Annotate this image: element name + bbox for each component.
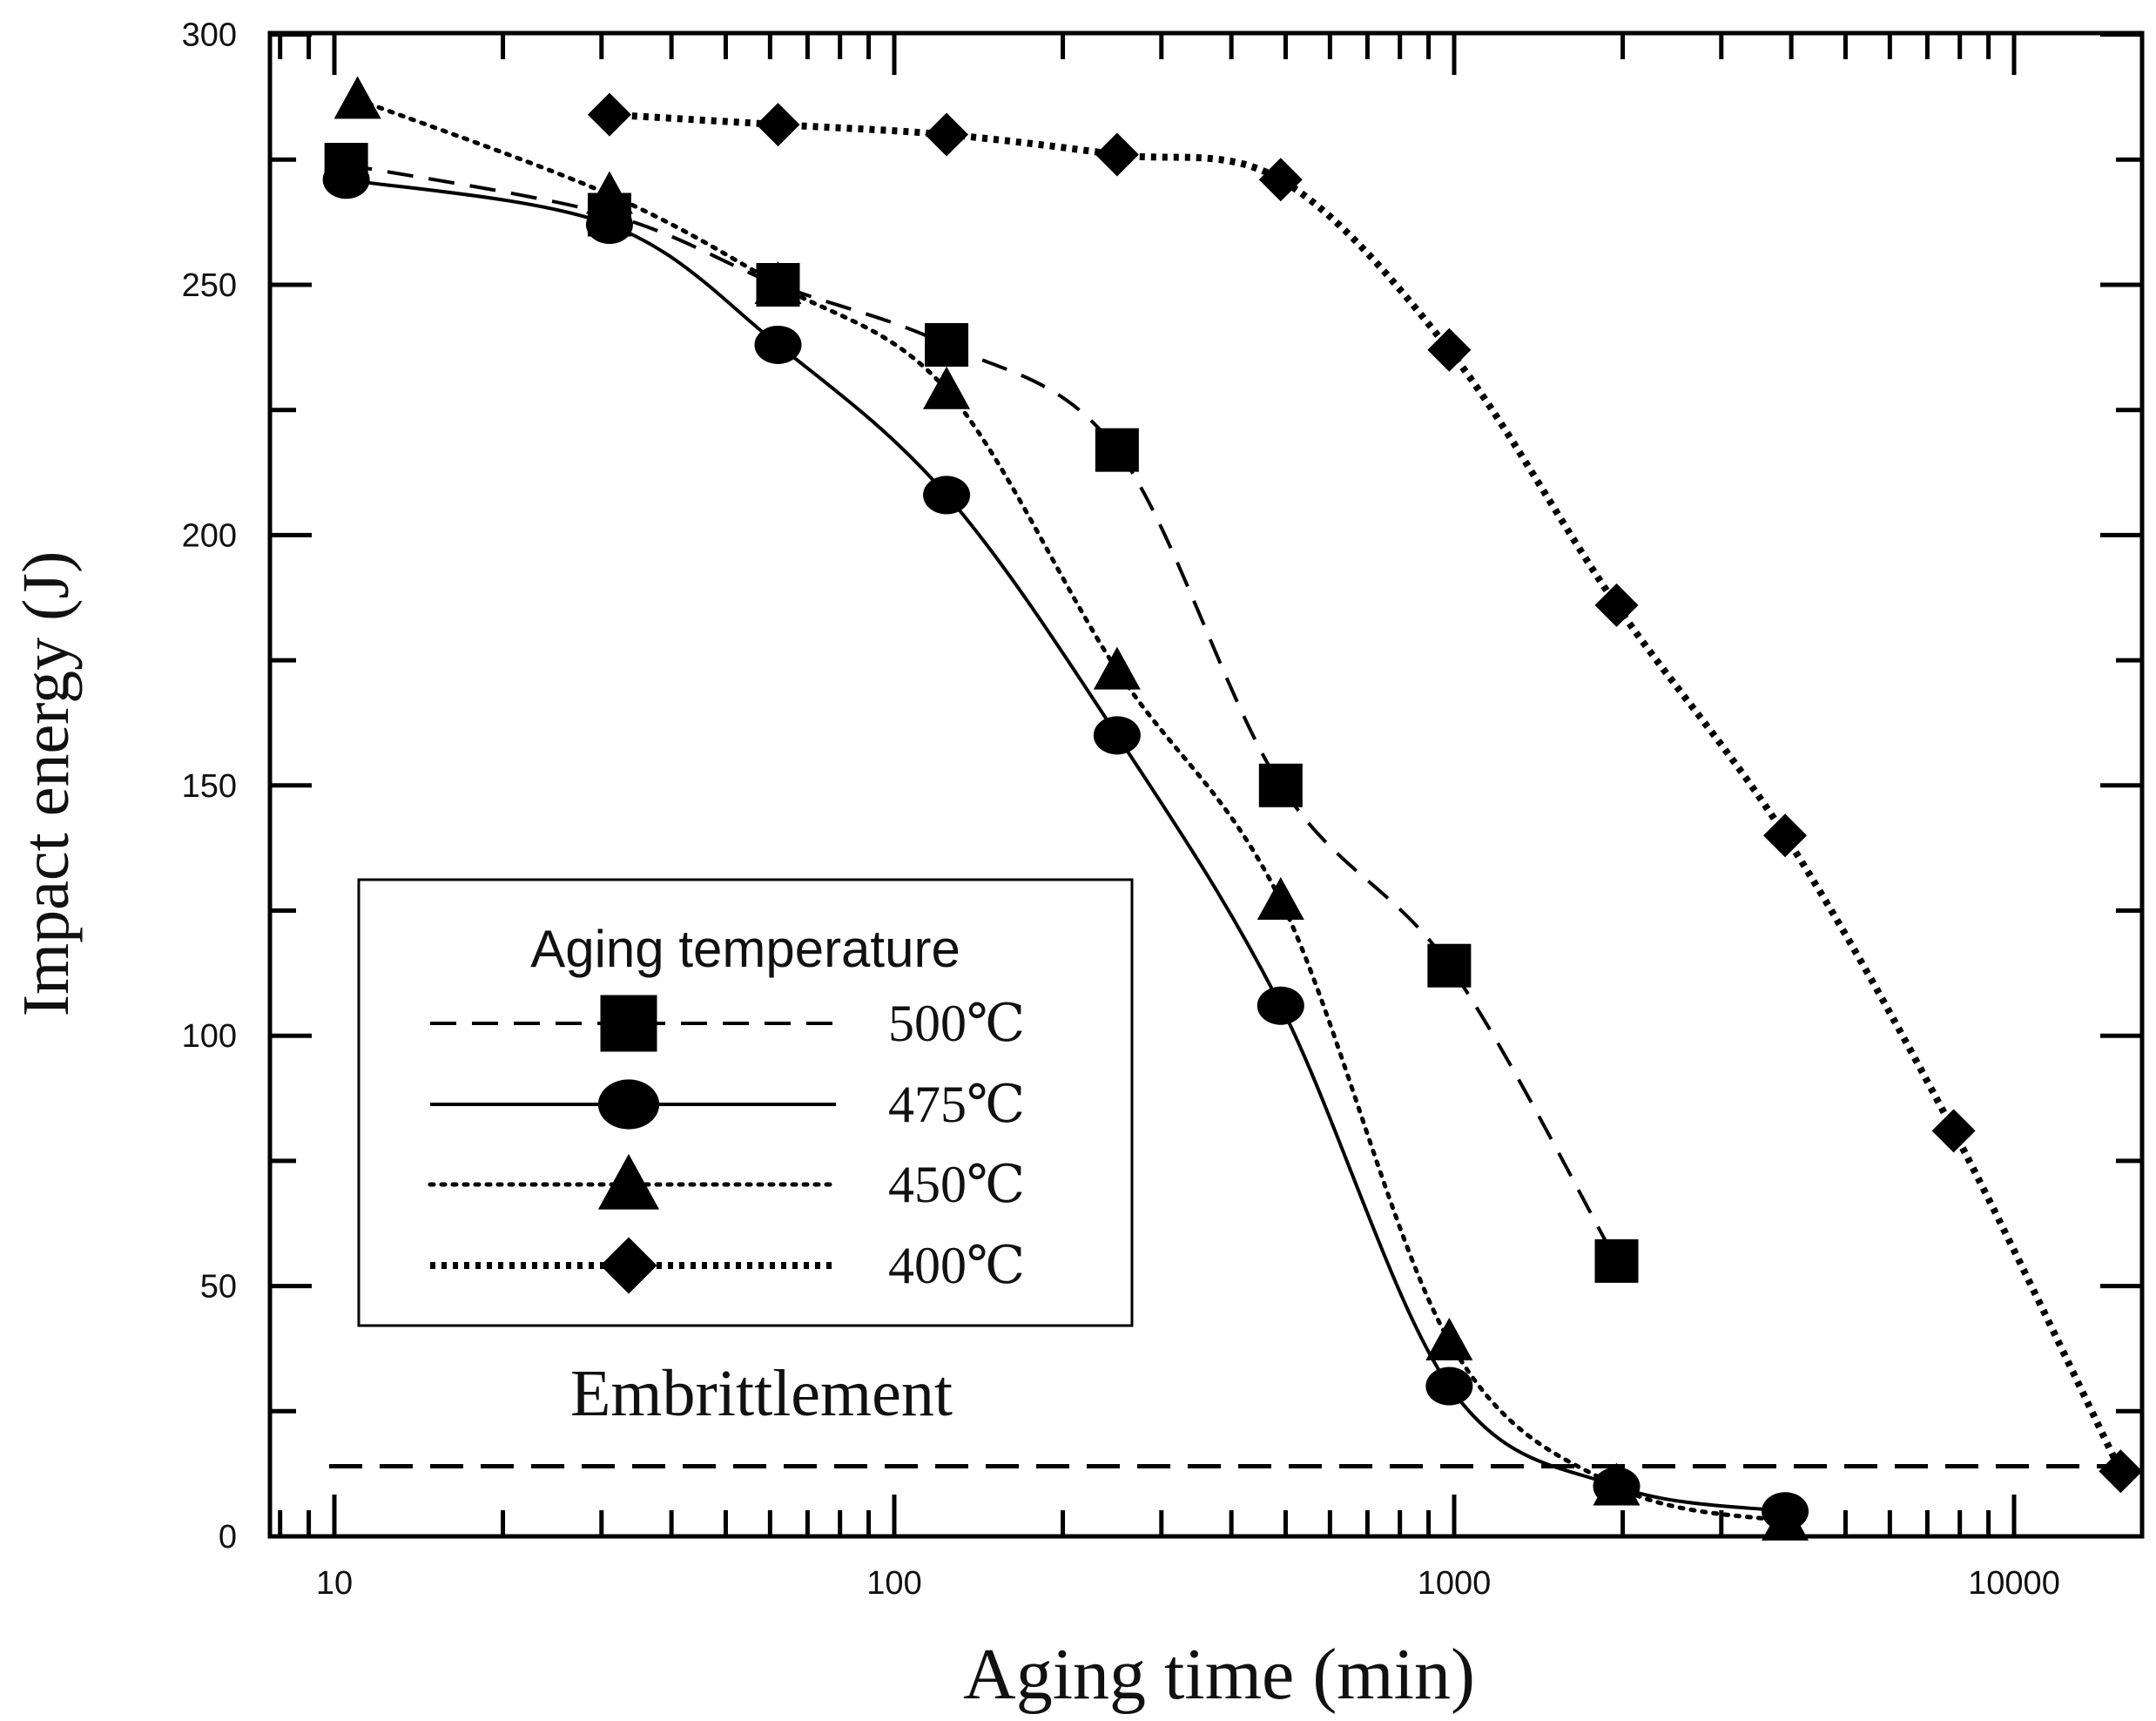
data-point-diamond xyxy=(1095,132,1139,177)
data-point-circle xyxy=(322,160,370,199)
data-point-diamond xyxy=(587,92,631,137)
legend-rows: 500℃ 475℃ 450℃ 400℃ xyxy=(428,995,1025,1294)
legend-title: Aging temperature xyxy=(530,920,960,978)
x-tick-label: 10000 xyxy=(1968,1565,2060,1602)
y-tick-label: 100 xyxy=(182,1018,237,1055)
data-point-diamond xyxy=(1931,1109,1976,1153)
data-point-triangle xyxy=(585,171,633,214)
y-tick-label: 200 xyxy=(182,517,237,554)
data-point-triangle xyxy=(1593,1462,1641,1506)
x-tick-label: 100 xyxy=(866,1565,921,1602)
y-tick-label: 0 xyxy=(219,1519,237,1556)
data-point-square xyxy=(1594,1238,1639,1283)
series-line-square xyxy=(346,163,1619,1262)
data-point-diamond xyxy=(1427,327,1472,372)
data-point-triangle xyxy=(1762,1497,1809,1541)
legend-marker-circle xyxy=(597,1079,660,1130)
legend-label: 450℃ xyxy=(888,1156,1025,1213)
data-point-circle xyxy=(1093,716,1141,755)
data-point-diamond xyxy=(1594,583,1639,627)
x-axis-title: Aging time (min) xyxy=(963,1634,1475,1715)
x-tick-label: 1000 xyxy=(1418,1565,1492,1602)
data-point-triangle xyxy=(1093,646,1141,690)
data-point-triangle xyxy=(1257,877,1304,921)
series-markers xyxy=(322,76,2143,1541)
legend-marker-triangle xyxy=(597,1153,660,1210)
series-line-triangle xyxy=(355,97,1788,1524)
data-point-square xyxy=(1258,763,1303,807)
tick-labels: 0 50 100 150 200 250 300 10 100 1000 10000 xyxy=(182,17,2060,1602)
axis-ticks xyxy=(270,32,2142,1539)
data-point-square xyxy=(1427,943,1472,988)
data-point-square xyxy=(925,322,969,367)
data-point-circle xyxy=(1425,1367,1473,1406)
data-point-circle xyxy=(1257,986,1304,1025)
y-axis-title: Impact energy (J) xyxy=(10,551,83,1017)
data-point-diamond xyxy=(1763,813,1808,858)
legend-label: 500℃ xyxy=(888,995,1025,1052)
legend-label: 400℃ xyxy=(888,1237,1025,1294)
y-tick-label: 150 xyxy=(182,768,237,805)
x-tick-label: 10 xyxy=(316,1565,353,1602)
data-point-triangle xyxy=(923,366,971,409)
data-point-diamond xyxy=(756,103,800,147)
legend-marker-square xyxy=(600,995,657,1052)
legend: Aging temperature 500℃ 475℃ 450℃ 400℃ xyxy=(357,878,1134,1327)
legend-label: 475℃ xyxy=(888,1076,1025,1133)
y-tick-label: 50 xyxy=(200,1269,237,1306)
y-tick-label: 300 xyxy=(182,17,237,54)
data-point-circle xyxy=(585,206,633,245)
data-point-diamond xyxy=(2099,1449,2143,1494)
data-point-circle xyxy=(923,476,971,515)
data-point-triangle xyxy=(1425,1317,1473,1360)
data-point-triangle xyxy=(754,261,802,304)
embrittlement-label: Embrittlement xyxy=(570,1357,953,1430)
legend-marker-diamond xyxy=(600,1237,657,1294)
data-point-diamond xyxy=(1258,158,1303,202)
data-point-square xyxy=(1095,428,1139,472)
data-point-circle xyxy=(754,325,802,364)
data-point-triangle xyxy=(334,76,381,119)
data-point-diamond xyxy=(925,112,969,157)
y-tick-label: 250 xyxy=(182,267,237,304)
